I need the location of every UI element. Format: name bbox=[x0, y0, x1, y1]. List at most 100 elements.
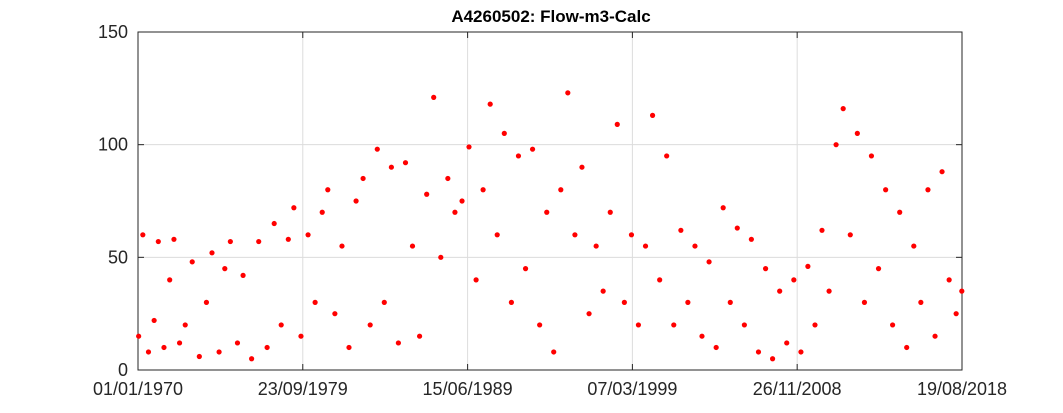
data-point bbox=[167, 277, 173, 283]
y-tick-label: 50 bbox=[108, 247, 128, 267]
x-tick-label: 26/11/2008 bbox=[753, 379, 842, 399]
data-point bbox=[953, 311, 959, 317]
data-point bbox=[868, 153, 875, 159]
data-point bbox=[339, 243, 345, 249]
data-point bbox=[685, 299, 691, 305]
data-point bbox=[234, 340, 241, 346]
x-tick-label: 15/06/1989 bbox=[423, 379, 513, 399]
data-point bbox=[367, 322, 373, 328]
data-point bbox=[203, 299, 210, 305]
data-point bbox=[381, 299, 387, 305]
data-point bbox=[762, 266, 769, 272]
data-point bbox=[939, 169, 945, 175]
data-point bbox=[897, 209, 903, 215]
data-point bbox=[227, 238, 233, 245]
data-point bbox=[706, 259, 712, 265]
data-point bbox=[416, 333, 423, 339]
data-point bbox=[826, 288, 832, 294]
data-point bbox=[452, 209, 458, 215]
data-point bbox=[748, 236, 754, 242]
data-point bbox=[494, 232, 500, 238]
data-point bbox=[424, 191, 430, 197]
data-point bbox=[240, 272, 246, 278]
data-point bbox=[291, 205, 297, 211]
data-point bbox=[791, 277, 797, 283]
y-tick-label: 100 bbox=[98, 135, 128, 155]
data-point bbox=[727, 299, 733, 305]
data-point bbox=[402, 160, 409, 166]
data-point bbox=[409, 243, 416, 249]
data-point bbox=[946, 277, 952, 283]
data-point bbox=[769, 356, 776, 362]
data-point bbox=[438, 254, 444, 260]
data-point bbox=[285, 236, 291, 242]
data-point bbox=[671, 322, 677, 328]
data-point bbox=[189, 259, 195, 265]
data-point bbox=[812, 322, 818, 328]
data-point bbox=[431, 94, 437, 100]
data-point bbox=[264, 344, 270, 351]
data-point bbox=[734, 225, 740, 231]
data-point bbox=[875, 266, 882, 272]
data-point bbox=[635, 322, 642, 328]
data-point bbox=[959, 288, 965, 294]
data-point bbox=[501, 130, 507, 136]
data-point bbox=[713, 344, 719, 351]
data-point bbox=[649, 112, 656, 118]
data-point bbox=[628, 232, 635, 238]
data-point bbox=[466, 144, 472, 150]
data-point bbox=[216, 349, 222, 355]
data-point bbox=[918, 299, 924, 305]
data-point bbox=[678, 227, 684, 233]
data-point bbox=[854, 130, 860, 136]
data-point bbox=[459, 198, 465, 204]
data-point bbox=[600, 288, 606, 294]
data-point bbox=[473, 277, 479, 283]
data-point bbox=[692, 243, 698, 249]
data-point bbox=[140, 232, 146, 238]
data-point bbox=[346, 344, 352, 351]
data-point bbox=[784, 340, 790, 346]
data-point bbox=[182, 322, 188, 328]
data-point bbox=[614, 121, 620, 127]
data-point bbox=[720, 205, 726, 211]
data-point bbox=[642, 243, 649, 249]
data-point bbox=[353, 198, 359, 204]
data-point bbox=[558, 187, 564, 193]
data-point bbox=[537, 322, 543, 328]
chart-title: A4260502: Flow-m3-Calc bbox=[451, 7, 650, 26]
data-point bbox=[508, 299, 514, 305]
data-point bbox=[890, 322, 896, 328]
data-point bbox=[256, 238, 262, 245]
data-point bbox=[161, 344, 167, 351]
data-point bbox=[544, 209, 550, 215]
data-point bbox=[196, 353, 202, 360]
data-point bbox=[657, 277, 663, 283]
data-point bbox=[522, 266, 529, 272]
data-point bbox=[325, 187, 331, 193]
data-point bbox=[755, 349, 762, 355]
data-point bbox=[925, 187, 931, 193]
data-point bbox=[699, 333, 705, 339]
data-point bbox=[840, 106, 846, 112]
data-point bbox=[586, 311, 592, 317]
x-tick-label: 07/03/1999 bbox=[587, 379, 677, 399]
data-points bbox=[136, 90, 965, 362]
x-tick-label: 23/09/1979 bbox=[258, 379, 348, 399]
data-point bbox=[904, 344, 910, 351]
data-point bbox=[222, 266, 228, 272]
data-point bbox=[374, 146, 380, 152]
data-point bbox=[319, 209, 325, 215]
data-point bbox=[249, 356, 255, 362]
data-point bbox=[579, 164, 585, 170]
data-point bbox=[360, 175, 366, 182]
data-point bbox=[480, 187, 486, 193]
data-point bbox=[911, 243, 917, 249]
data-point bbox=[305, 232, 311, 238]
y-tick-label: 150 bbox=[98, 22, 128, 42]
data-point bbox=[551, 349, 557, 355]
data-point bbox=[151, 317, 157, 324]
y-axis-ticks: 0 50 100 150 bbox=[98, 22, 962, 380]
data-point bbox=[819, 227, 825, 233]
data-point bbox=[271, 220, 277, 227]
